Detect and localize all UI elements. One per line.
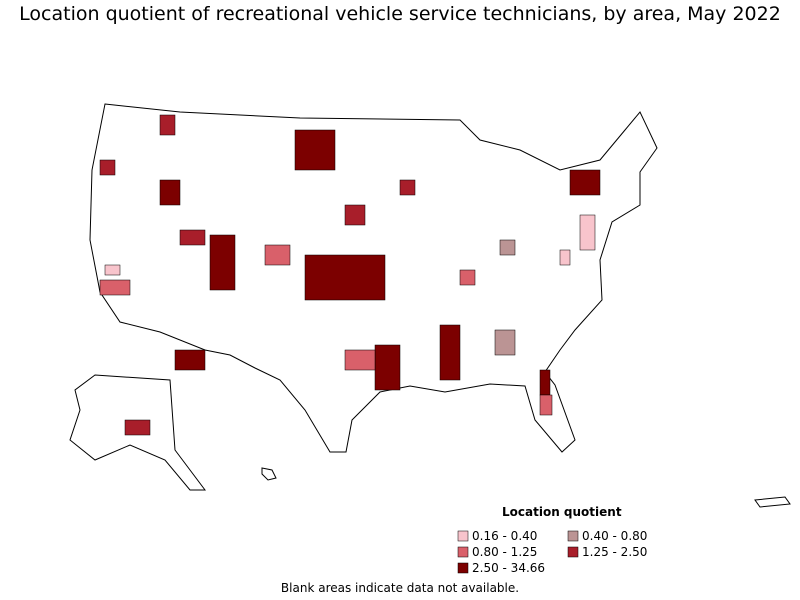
area: [159, 114, 176, 136]
note: Blank areas indicate data not available.: [281, 581, 519, 595]
areas: [99, 114, 601, 436]
area: [494, 329, 516, 356]
title: Location quotient of recreational vehicl…: [19, 3, 781, 25]
legend-swatch: [567, 546, 579, 558]
area: [124, 419, 151, 436]
area: [179, 229, 206, 246]
legend-title: Location quotient: [502, 505, 622, 519]
legend-label: 0.16 - 0.40: [472, 529, 537, 543]
area: [159, 179, 181, 206]
area: [499, 239, 516, 256]
area: [174, 349, 206, 371]
puerto-rico: [754, 496, 791, 508]
area: [569, 169, 601, 196]
legend-swatch: [457, 546, 469, 558]
area: [304, 254, 386, 301]
area: [294, 129, 336, 171]
area: [374, 344, 401, 391]
area: [459, 269, 476, 286]
legend-label: 1.25 - 2.50: [582, 545, 647, 559]
area: [344, 204, 366, 226]
legend-label: 2.50 - 34.66: [472, 561, 545, 575]
legend-label: 0.80 - 1.25: [472, 545, 537, 559]
area: [559, 249, 571, 266]
legend-label: 0.40 - 0.80: [582, 529, 647, 543]
area: [209, 234, 236, 291]
area: [99, 279, 131, 296]
area: [344, 349, 376, 371]
area: [539, 369, 551, 396]
legend-swatch: [567, 530, 579, 542]
area: [99, 159, 116, 176]
area: [439, 324, 461, 381]
legend: Location quotient 0.16 - 0.40 0.40 - 0.80…: [457, 505, 647, 575]
area: [579, 214, 596, 251]
hawaii: [261, 467, 277, 481]
area: [104, 264, 121, 276]
area: [539, 394, 553, 416]
area: [399, 179, 416, 196]
legend-swatch: [457, 530, 469, 542]
legend-swatch: [457, 562, 469, 574]
map: [69, 103, 791, 508]
area: [264, 244, 291, 266]
